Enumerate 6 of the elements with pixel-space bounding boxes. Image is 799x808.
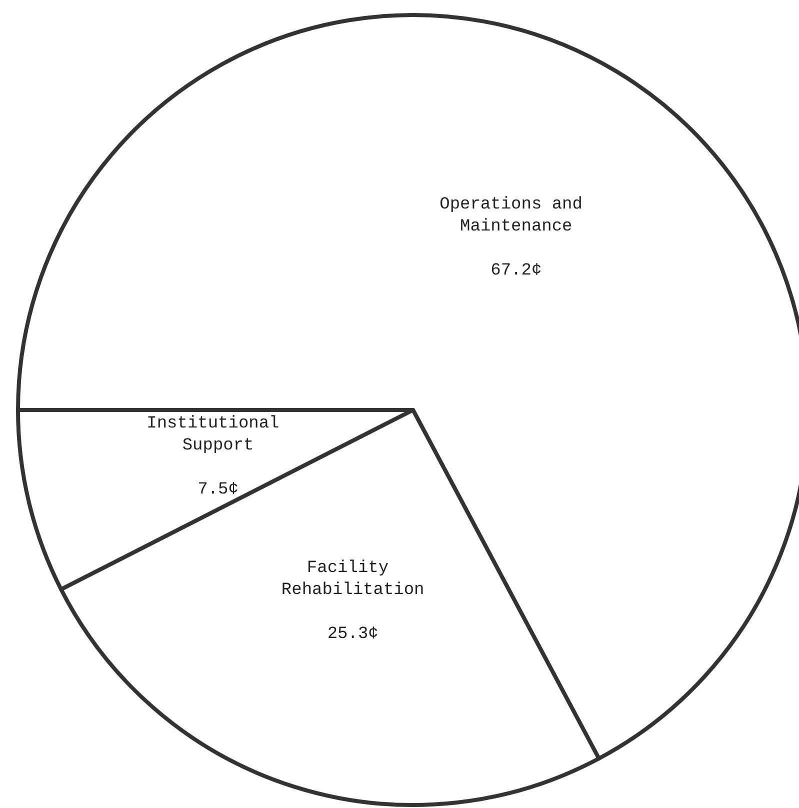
slice-label: Facility Rehabilitation [281,558,424,600]
slice-label: Institutional Support [146,414,290,456]
slice-label: Operations and Maintenance [440,196,593,237]
data-label: 7.5¢ [198,480,238,500]
data-label: 67.2¢ [490,262,542,281]
data-label: 25.3¢ [327,624,378,644]
